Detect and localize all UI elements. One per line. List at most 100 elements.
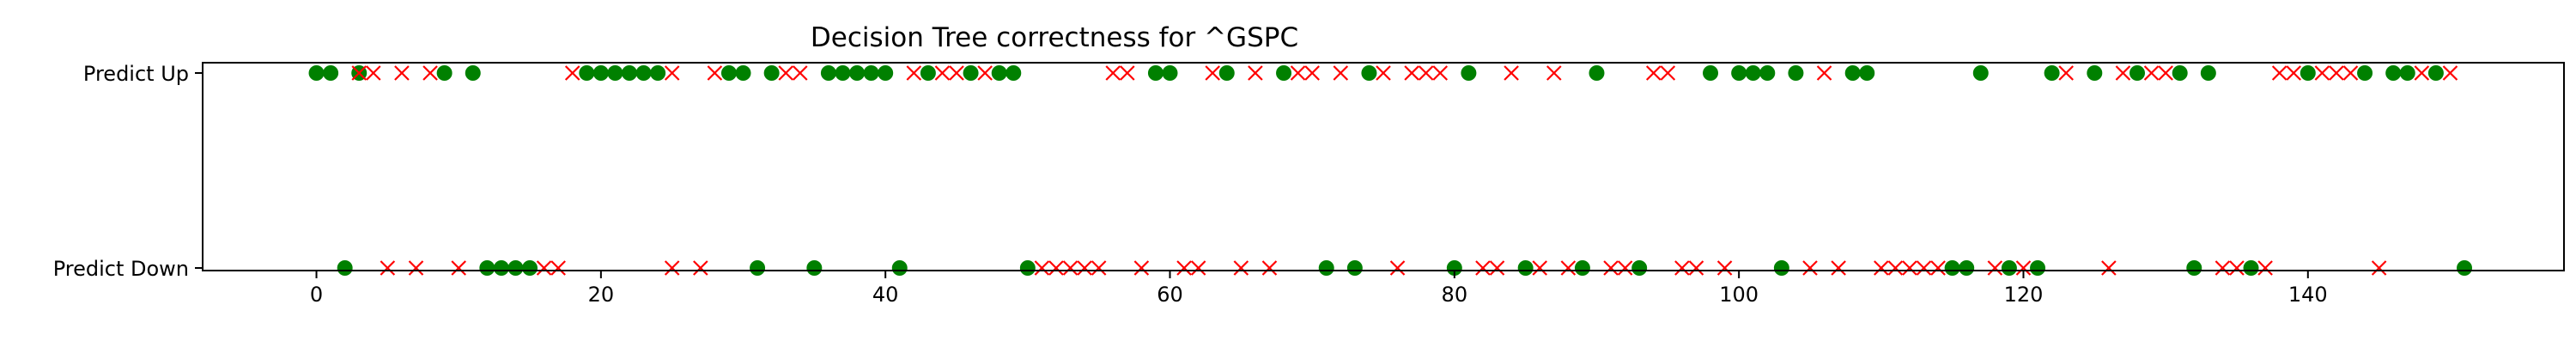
correct-point xyxy=(2186,260,2202,276)
incorrect-point xyxy=(906,65,922,81)
correct-point xyxy=(1859,65,1875,81)
incorrect-point xyxy=(707,65,723,81)
correct-point xyxy=(2385,65,2402,81)
correct-point xyxy=(1005,65,1022,81)
incorrect-point xyxy=(793,65,808,81)
incorrect-point xyxy=(1034,260,1050,276)
chart-title: Decision Tree correctness for ^GSPC xyxy=(811,22,1298,53)
incorrect-point xyxy=(1674,260,1690,276)
incorrect-point xyxy=(2414,65,2430,81)
incorrect-point xyxy=(2329,65,2344,81)
incorrect-point xyxy=(2442,65,2458,81)
incorrect-point xyxy=(1077,260,1092,276)
incorrect-point xyxy=(351,65,368,81)
correct-point xyxy=(635,65,652,81)
x-tick-label: 120 xyxy=(2004,283,2044,307)
correct-point xyxy=(1574,260,1590,276)
incorrect-point xyxy=(1688,260,1704,276)
correct-point xyxy=(806,260,823,276)
incorrect-point xyxy=(1120,65,1135,81)
incorrect-point xyxy=(1987,260,2003,276)
correct-point xyxy=(2087,65,2103,81)
incorrect-point xyxy=(1802,260,1818,276)
incorrect-point xyxy=(1133,260,1150,276)
incorrect-point xyxy=(1816,65,1832,81)
incorrect-point xyxy=(1546,65,1562,81)
correct-point xyxy=(2457,260,2473,276)
incorrect-point xyxy=(536,260,552,276)
incorrect-point xyxy=(2257,260,2273,276)
correct-point xyxy=(1318,260,1334,276)
incorrect-point xyxy=(380,260,396,276)
correct-point xyxy=(1972,65,1989,81)
incorrect-point xyxy=(1233,260,1249,276)
incorrect-point xyxy=(1190,260,1206,276)
incorrect-point xyxy=(693,260,708,276)
incorrect-point xyxy=(1916,260,1932,276)
x-tick-label: 40 xyxy=(872,283,899,307)
correct-point xyxy=(720,65,737,81)
incorrect-point xyxy=(451,260,466,276)
incorrect-point xyxy=(2271,65,2287,81)
incorrect-point xyxy=(778,65,793,81)
correct-point xyxy=(436,65,453,81)
correct-point xyxy=(1461,65,1477,81)
incorrect-point xyxy=(2101,260,2117,276)
correct-point xyxy=(920,65,936,81)
incorrect-point xyxy=(1475,260,1491,276)
correct-point xyxy=(1759,65,1776,81)
incorrect-point xyxy=(664,65,680,81)
correct-point xyxy=(1959,260,1975,276)
correct-point xyxy=(1844,65,1861,81)
correct-point xyxy=(763,65,780,81)
incorrect-point xyxy=(949,65,964,81)
incorrect-point xyxy=(1091,260,1107,276)
correct-point xyxy=(2357,65,2373,81)
incorrect-point xyxy=(1205,65,1220,81)
correct-point xyxy=(1218,65,1235,81)
correct-point xyxy=(1361,65,1377,81)
correct-point xyxy=(1788,65,1804,81)
incorrect-point xyxy=(2015,260,2032,276)
incorrect-point xyxy=(2314,65,2330,81)
correct-point xyxy=(2172,65,2188,81)
incorrect-point xyxy=(366,65,381,81)
incorrect-point xyxy=(1504,65,1519,81)
correct-point xyxy=(607,65,623,81)
incorrect-point xyxy=(1489,260,1505,276)
incorrect-point xyxy=(2158,65,2173,81)
data-points xyxy=(308,65,2473,276)
incorrect-point xyxy=(1404,65,1419,81)
incorrect-point xyxy=(1645,65,1662,81)
correct-point xyxy=(1147,65,1163,81)
correct-point xyxy=(1731,65,1747,81)
incorrect-point xyxy=(1376,65,1391,81)
incorrect-point xyxy=(1603,260,1619,276)
correct-point xyxy=(2129,65,2146,81)
correct-point xyxy=(1019,260,1036,276)
incorrect-point xyxy=(1304,65,1320,81)
correct-point xyxy=(308,65,325,81)
y-tick-label: Predict Up xyxy=(83,62,189,86)
incorrect-point xyxy=(2342,65,2359,81)
incorrect-point xyxy=(2115,65,2131,81)
correct-point xyxy=(750,260,766,276)
correct-point xyxy=(1346,260,1363,276)
correct-point xyxy=(493,260,509,276)
correct-point xyxy=(337,260,353,276)
correct-point xyxy=(2427,65,2444,81)
incorrect-point xyxy=(1617,260,1633,276)
incorrect-point xyxy=(422,65,438,81)
incorrect-point xyxy=(1062,260,1078,276)
incorrect-point xyxy=(1176,260,1192,276)
correct-point xyxy=(891,260,908,276)
correct-point xyxy=(507,260,524,276)
correct-point xyxy=(1446,260,1462,276)
correct-point xyxy=(2300,65,2316,81)
incorrect-point xyxy=(2143,65,2160,81)
incorrect-point xyxy=(1902,260,1917,276)
correct-point xyxy=(2399,65,2415,81)
correct-point xyxy=(479,260,495,276)
